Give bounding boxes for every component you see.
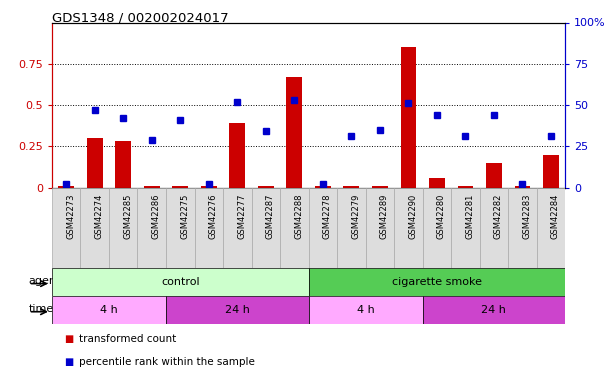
Bar	[229, 123, 245, 188]
Bar	[223, 188, 252, 268]
Text: percentile rank within the sample: percentile rank within the sample	[79, 357, 255, 367]
Bar	[394, 188, 423, 268]
Text: ■: ■	[64, 334, 73, 344]
Bar	[343, 186, 359, 188]
Bar	[137, 188, 166, 268]
Text: 4 h: 4 h	[357, 305, 375, 315]
Bar	[172, 186, 188, 188]
Text: GSM42277: GSM42277	[237, 194, 246, 240]
Bar	[258, 186, 274, 188]
Bar	[59, 186, 74, 188]
Text: ■: ■	[64, 357, 73, 367]
Text: GSM42288: GSM42288	[295, 194, 303, 240]
Bar	[451, 188, 480, 268]
Bar	[429, 178, 445, 188]
Text: GSM42287: GSM42287	[266, 194, 275, 240]
Text: GSM42286: GSM42286	[152, 194, 161, 240]
Text: 4 h: 4 h	[100, 305, 118, 315]
Text: GSM42275: GSM42275	[180, 194, 189, 239]
Text: GSM42283: GSM42283	[522, 194, 532, 240]
Bar	[115, 141, 131, 188]
Bar	[401, 47, 416, 188]
Text: GSM42290: GSM42290	[408, 194, 417, 239]
Text: GSM42280: GSM42280	[437, 194, 446, 239]
Bar	[508, 188, 536, 268]
Bar	[201, 186, 216, 188]
Bar	[309, 268, 565, 296]
Bar	[81, 188, 109, 268]
Bar	[514, 186, 530, 188]
Bar	[372, 186, 388, 188]
Text: time: time	[29, 304, 54, 314]
Text: GSM42284: GSM42284	[551, 194, 560, 239]
Bar	[458, 186, 473, 188]
Bar	[309, 188, 337, 268]
Bar	[52, 188, 81, 268]
Bar	[486, 163, 502, 188]
Text: GSM42273: GSM42273	[66, 194, 75, 240]
Bar	[166, 188, 194, 268]
Text: 24 h: 24 h	[225, 305, 250, 315]
Text: GSM42282: GSM42282	[494, 194, 503, 239]
Text: transformed count: transformed count	[79, 334, 177, 344]
Bar	[87, 138, 103, 188]
Bar	[287, 77, 302, 188]
Bar	[144, 186, 159, 188]
Text: GSM42289: GSM42289	[380, 194, 389, 239]
Text: GSM42274: GSM42274	[95, 194, 104, 239]
Bar	[280, 188, 309, 268]
Bar	[423, 188, 451, 268]
Bar	[52, 268, 309, 296]
Bar	[365, 188, 394, 268]
Bar	[109, 188, 137, 268]
Bar	[252, 188, 280, 268]
Bar	[423, 296, 565, 324]
Bar	[337, 188, 365, 268]
Bar	[52, 296, 166, 324]
Text: GSM42281: GSM42281	[466, 194, 474, 239]
Bar	[315, 186, 331, 188]
Bar	[309, 296, 423, 324]
Text: GDS1348 / 002002024017: GDS1348 / 002002024017	[52, 11, 229, 24]
Bar	[194, 188, 223, 268]
Bar	[536, 188, 565, 268]
Bar	[166, 296, 309, 324]
Text: cigarette smoke: cigarette smoke	[392, 277, 482, 287]
Bar	[480, 188, 508, 268]
Bar	[543, 154, 559, 188]
Text: 24 h: 24 h	[481, 305, 507, 315]
Text: agent: agent	[29, 276, 61, 286]
Text: GSM42276: GSM42276	[209, 194, 218, 240]
Text: control: control	[161, 277, 200, 287]
Text: GSM42278: GSM42278	[323, 194, 332, 240]
Text: GSM42279: GSM42279	[351, 194, 360, 239]
Text: GSM42285: GSM42285	[123, 194, 132, 239]
